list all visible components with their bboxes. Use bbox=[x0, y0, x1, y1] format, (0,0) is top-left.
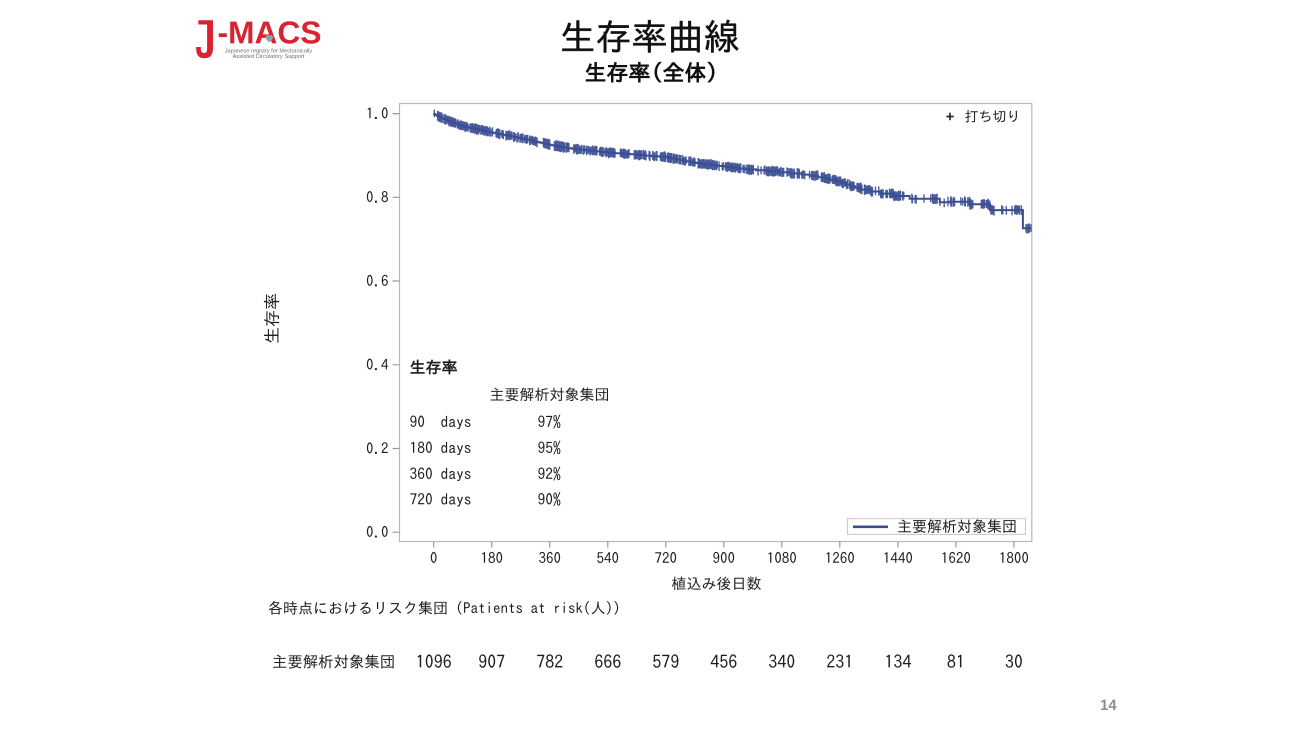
svg-text:Japanese registry for Mechanic: Japanese registry for Mechanically bbox=[225, 48, 313, 54]
svg-text:Assisted Circulatory Support: Assisted Circulatory Support bbox=[233, 54, 305, 60]
